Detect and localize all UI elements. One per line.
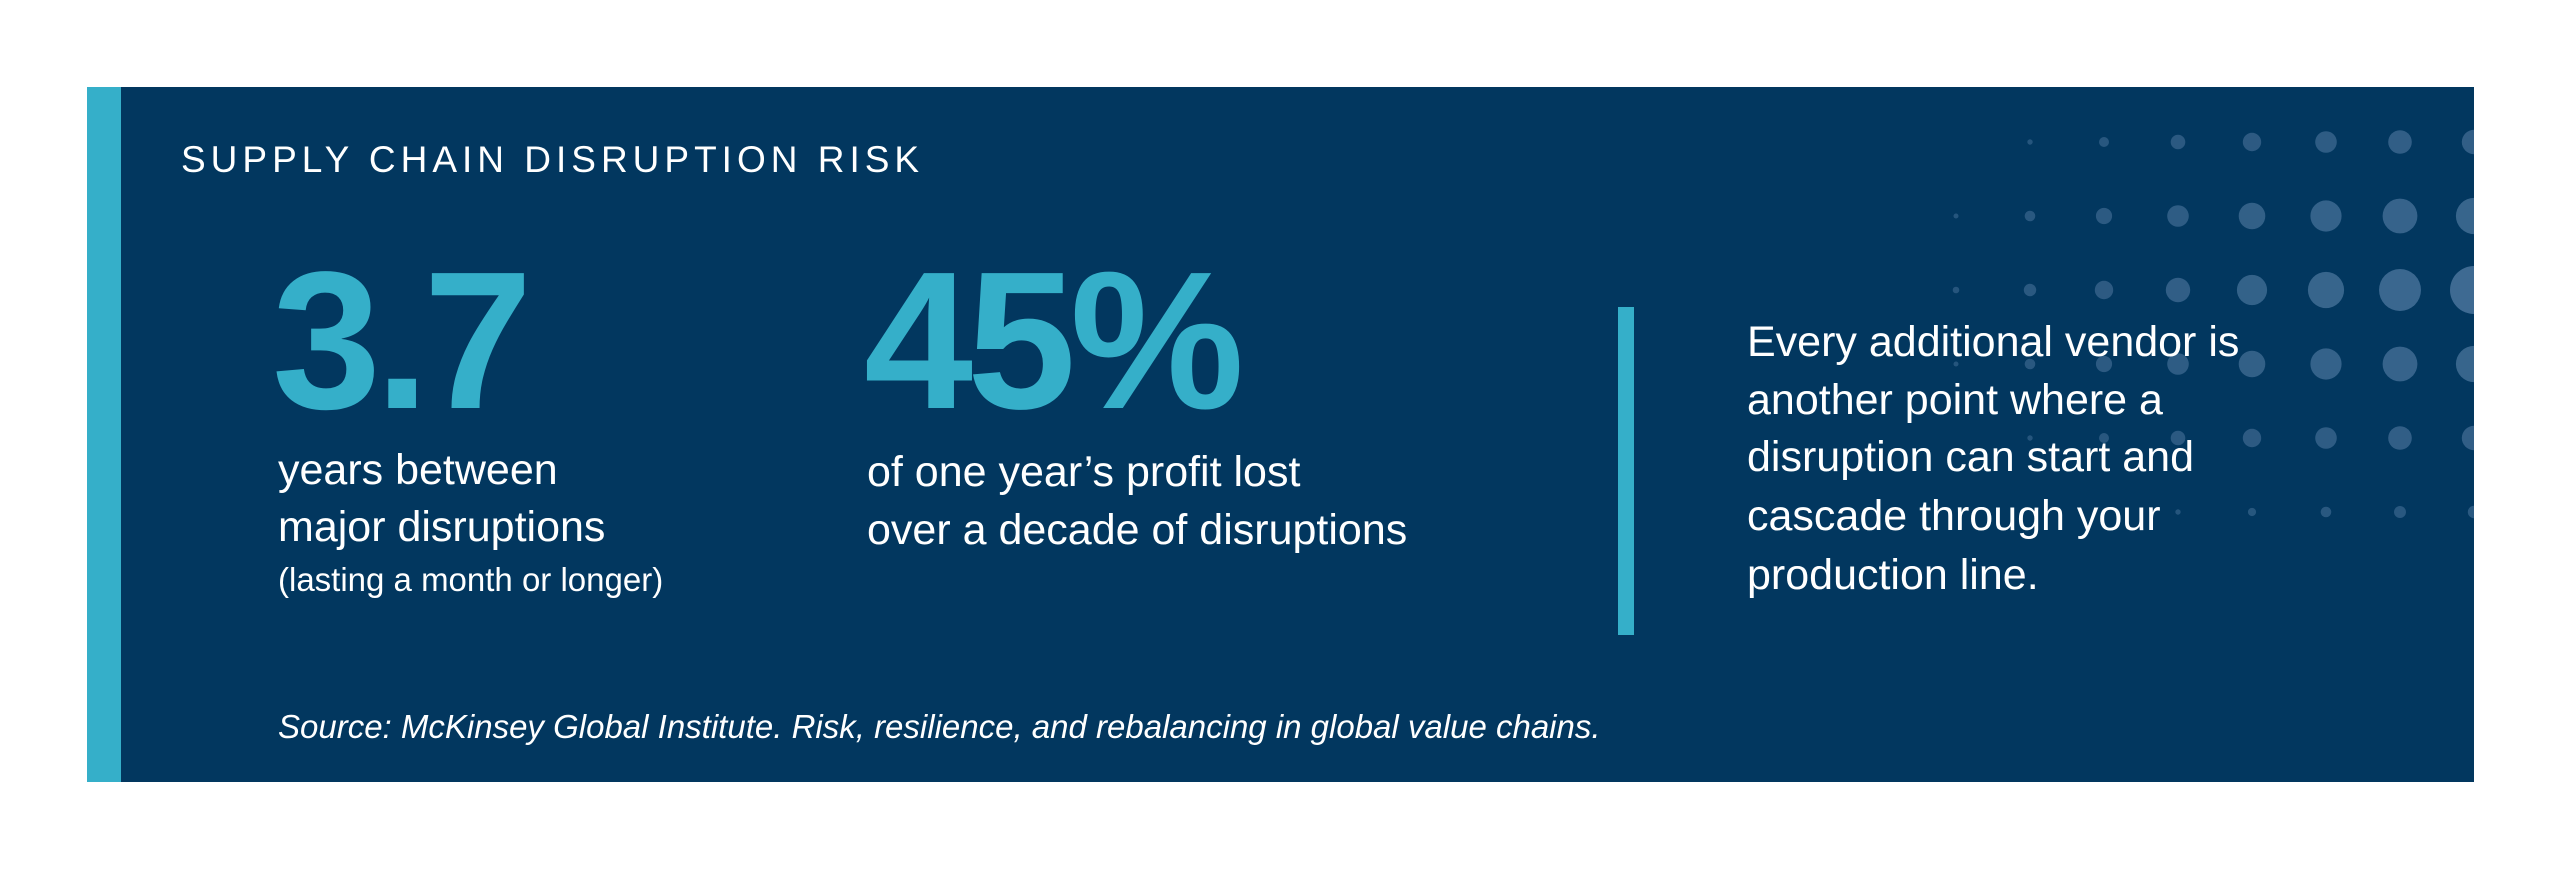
decor-dot <box>2388 130 2412 154</box>
stat-label: major disruptions <box>278 503 605 551</box>
quote-line: disruption can start and <box>1747 433 2194 481</box>
quote-line: another point where a <box>1747 376 2163 424</box>
banner-title: SUPPLY CHAIN DISRUPTION RISK <box>181 139 924 180</box>
decor-dot <box>2095 355 2113 373</box>
decor-dot <box>2315 131 2337 153</box>
decor-dot <box>2024 210 2036 222</box>
decor-dot <box>2242 132 2262 152</box>
stat-note: (lasting a month or longer) <box>278 561 663 598</box>
decor-dot <box>2170 134 2186 150</box>
decor-dot <box>2175 509 2181 515</box>
decor-dot <box>2248 64 2256 72</box>
decor-dot <box>2027 139 2033 145</box>
decor-dot <box>2450 266 2474 314</box>
decor-dot <box>2320 506 2332 518</box>
decor-dot <box>2394 506 2406 518</box>
decor-dot <box>2024 358 2036 370</box>
decor-dot <box>2095 207 2113 225</box>
stat-label: years between <box>278 446 558 494</box>
decor-dot <box>1952 286 1960 294</box>
decor-dot <box>2310 348 2342 380</box>
decor-dot <box>2315 427 2337 449</box>
decor-dot <box>2027 435 2033 441</box>
decor-dot <box>2394 62 2406 74</box>
decor-dot <box>2388 426 2412 450</box>
decor-dot <box>2382 346 2418 382</box>
quote-line: Every additional vendor is <box>1747 318 2239 366</box>
decor-dot <box>2170 430 2186 446</box>
decor-dot <box>2094 280 2114 300</box>
quote-line: cascade through your <box>1747 492 2161 540</box>
accent-bar <box>87 87 121 782</box>
decor-dot <box>2023 283 2037 297</box>
stat-figure: 3.7 <box>272 231 526 450</box>
decor-dot <box>2455 345 2474 383</box>
decor-dot <box>2165 277 2191 303</box>
dot-pattern <box>1952 62 2480 519</box>
decor-dot <box>2099 433 2109 443</box>
decor-dot <box>1953 213 1959 219</box>
divider <box>1618 307 1634 635</box>
decor-dot <box>2310 200 2342 232</box>
stat-figure: 45% <box>864 231 1240 450</box>
decor-dot <box>2321 63 2332 74</box>
quote-line: production line. <box>1747 551 2039 599</box>
decor-dot <box>2379 269 2421 311</box>
decor-dot <box>2468 62 2480 74</box>
decor-dot <box>2175 65 2180 70</box>
decor-dot <box>2461 425 2474 451</box>
decor-dot <box>2461 129 2474 155</box>
decor-dot <box>2238 350 2266 378</box>
stat-label: of one year’s profit lost <box>867 448 1300 496</box>
decor-dot <box>2247 507 2257 517</box>
decor-dot <box>2382 198 2418 234</box>
decor-dot <box>2167 205 2189 227</box>
decor-dot <box>2099 137 2109 147</box>
decor-dot <box>2307 271 2345 309</box>
banner-background <box>87 87 2474 782</box>
decor-dot <box>1953 361 1959 367</box>
decor-dot <box>2167 353 2189 375</box>
decor-dot <box>2236 274 2268 306</box>
decor-dot <box>2455 197 2474 235</box>
decor-dot <box>2467 505 2474 519</box>
source-note: Source: McKinsey Global Institute. Risk,… <box>278 708 1601 745</box>
decor-dot <box>2238 202 2266 230</box>
stat-label: over a decade of disruptions <box>867 506 1407 554</box>
decor-dot <box>2242 428 2262 448</box>
